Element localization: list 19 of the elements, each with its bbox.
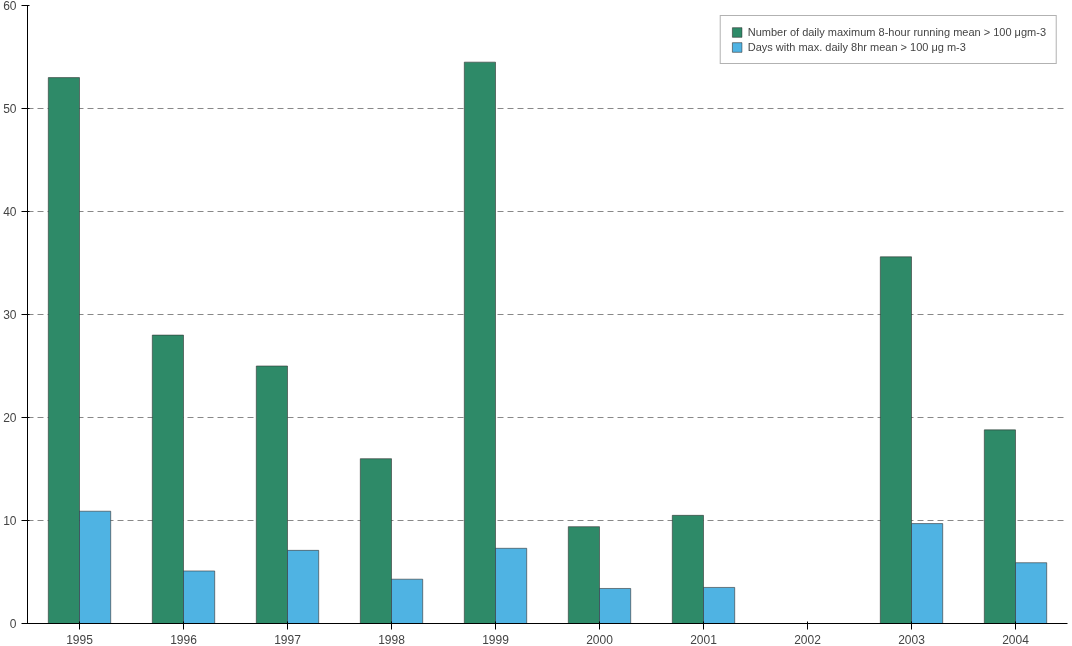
y-tick-label: 0: [9, 617, 17, 631]
y-tick-label: 10: [3, 514, 17, 528]
legend-label: Days with max. daily 8hr mean > 100 μg m-3: [747, 41, 966, 53]
x-tick-label: 2002: [794, 632, 822, 646]
y-tick-label: 20: [3, 411, 17, 425]
x-tick-label: 2001: [690, 632, 718, 646]
x-tick-label: 2004: [1002, 632, 1030, 646]
x-tick-label: 1996: [170, 632, 198, 646]
y-tick-label: 60: [3, 0, 17, 13]
y-tick-label: 40: [3, 205, 17, 219]
x-tick-label: 1999: [482, 632, 510, 646]
x-tick-label: 1997: [274, 632, 302, 646]
legend-label: Number of daily maximum 8-hour running mean > 100 μgm-3: [747, 26, 1046, 38]
y-tick-label: 30: [3, 308, 17, 322]
x-tick-label: 2003: [898, 632, 926, 646]
y-tick-label: 50: [3, 102, 17, 116]
x-tick-label: 1995: [66, 632, 94, 646]
x-tick-label: 1998: [378, 632, 406, 646]
x-tick-label: 2000: [586, 632, 614, 646]
